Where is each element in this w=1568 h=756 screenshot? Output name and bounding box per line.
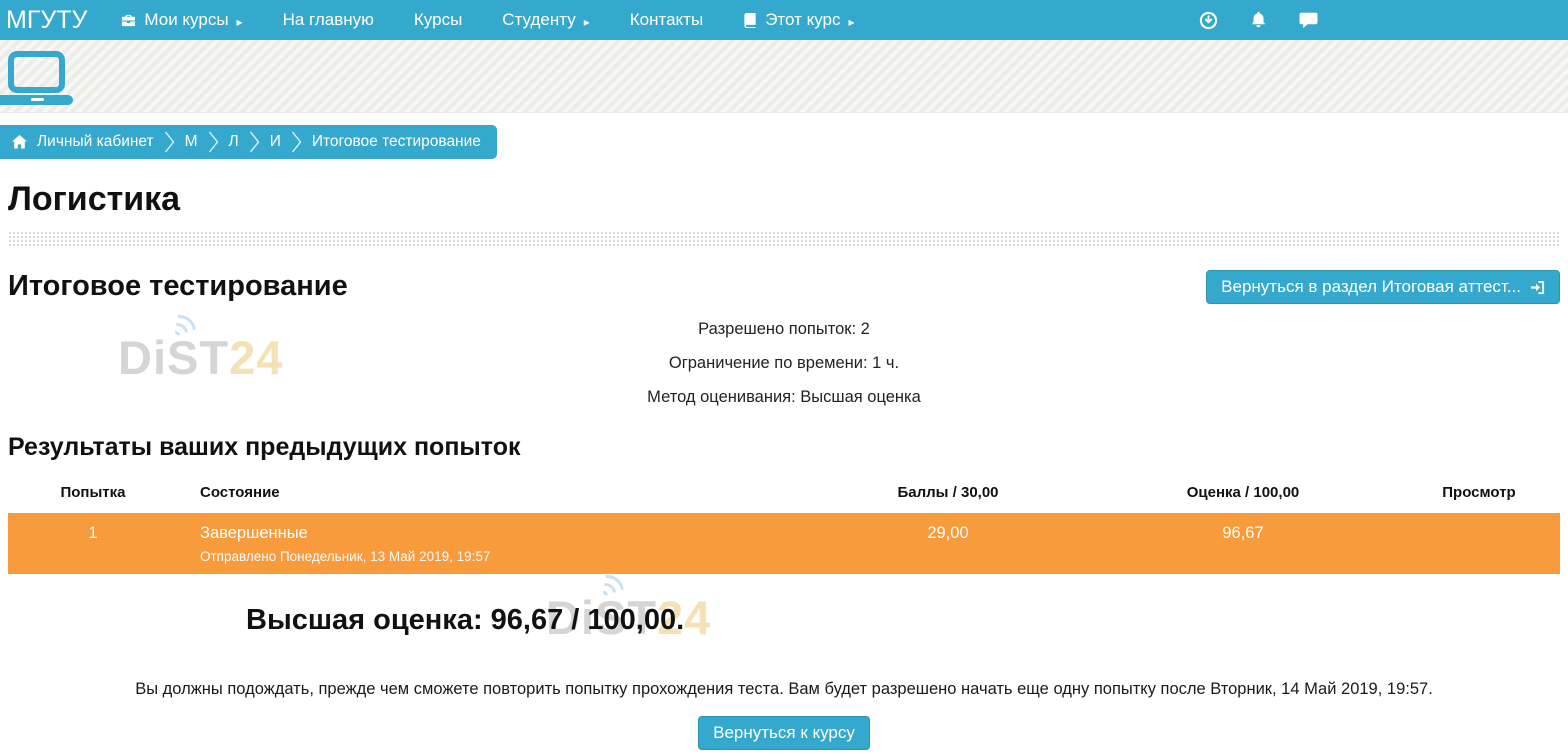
sign-out-icon xyxy=(1530,280,1545,295)
dotted-divider xyxy=(8,231,1560,246)
chevron-right-icon xyxy=(208,130,219,154)
attempt-row: 1 Завершенные Отправлено Понедельник, 13… xyxy=(8,513,1560,574)
nav-my-courses[interactable]: Мои курсы xyxy=(101,0,262,40)
breadcrumb-section[interactable]: И xyxy=(269,133,281,150)
breadcrumb-course[interactable]: Л xyxy=(228,133,239,150)
col-review: Просмотр xyxy=(1442,484,1516,501)
back-to-section-button[interactable]: Вернуться в раздел Итоговая аттест... xyxy=(1206,270,1560,304)
briefcase-icon xyxy=(121,13,136,28)
nav-this-course-label: Этот курс xyxy=(765,10,841,29)
top-navbar: МГУТУ Мои курсы На главную Курсы Студент… xyxy=(0,0,1568,40)
grading-method: Метод оценивания: Высшая оценка xyxy=(647,388,921,406)
col-attempt: Попытка xyxy=(60,484,126,501)
attempt-grade: 96,67 xyxy=(1222,524,1264,542)
nav-home-label: На главную xyxy=(282,10,374,29)
attempt-marks: 29,00 xyxy=(927,524,969,542)
attempts-table: Попытка Состояние Баллы / 30,00 Оценка /… xyxy=(8,476,1560,574)
home-icon xyxy=(12,135,27,149)
breadcrumb-category[interactable]: М xyxy=(184,133,198,150)
book-icon xyxy=(743,12,757,28)
nav-student[interactable]: Студенту xyxy=(482,0,609,40)
back-to-course-label: Вернуться к курсу xyxy=(713,723,855,742)
col-grade: Оценка / 100,00 xyxy=(1186,484,1300,501)
time-limit: Ограничение по времени: 1 ч. xyxy=(668,354,900,372)
site-logo[interactable]: МГУТУ xyxy=(6,6,88,34)
breadcrumb-current: Итоговое тестирование xyxy=(311,133,481,150)
highest-grade-text: Высшая оценка: 96,67 / 100,00. xyxy=(246,604,685,636)
attempts-table-header: Попытка Состояние Баллы / 30,00 Оценка /… xyxy=(8,476,1560,513)
chevron-right-icon xyxy=(249,130,260,154)
nav-contacts-label: Контакты xyxy=(629,10,704,29)
nav-student-label: Студенту xyxy=(502,10,576,29)
wait-message: Вы должны подождать, прежде чем сможете … xyxy=(135,680,1433,698)
attempt-number: 1 xyxy=(88,524,98,542)
course-title: Логистика xyxy=(8,180,181,218)
attempt-state: Завершенные Отправлено Понедельник, 13 М… xyxy=(178,513,808,574)
attempt-state-label: Завершенные xyxy=(200,524,308,542)
wifi-signal-icon xyxy=(584,568,631,615)
chevron-right-icon xyxy=(291,130,302,154)
col-state: Состояние xyxy=(200,484,280,501)
arrow-down-circle-icon[interactable] xyxy=(1199,11,1218,30)
nav-courses[interactable]: Курсы xyxy=(394,0,482,40)
caret-right-icon xyxy=(584,10,590,30)
attempts-allowed: Разрешено попыток: 2 xyxy=(698,320,870,338)
back-to-course-button[interactable]: Вернуться к курсу xyxy=(698,716,870,750)
nav-this-course[interactable]: Этот курс xyxy=(723,0,874,40)
nav-courses-label: Курсы xyxy=(413,10,463,29)
attempt-submitted-date: Отправлено Понедельник, 13 Май 2019, 19:… xyxy=(200,549,491,564)
results-heading: Результаты ваших предыдущих попыток xyxy=(8,433,521,461)
back-to-section-label: Вернуться в раздел Итоговая аттест... xyxy=(1221,277,1521,296)
chevron-right-icon xyxy=(164,130,175,154)
breadcrumb: Личный кабинет М Л И Итоговое тестирован… xyxy=(0,125,497,159)
nav-contacts[interactable]: Контакты xyxy=(610,0,723,40)
attempt-review xyxy=(1398,513,1560,574)
breadcrumb-dashboard[interactable]: Личный кабинет xyxy=(37,133,154,150)
highest-grade-line: DiST24 Высшая оценка: 96,67 / 100,00. xyxy=(8,568,1560,648)
quiz-info: DiST24 Разрешено попыток: 2 Ограничение … xyxy=(8,308,1560,407)
col-marks: Баллы / 30,00 xyxy=(897,484,999,501)
main-content: Логистика Итоговое тестирование Вернутьс… xyxy=(0,180,1568,750)
caret-right-icon xyxy=(849,10,855,30)
nav-my-courses-label: Мои курсы xyxy=(144,10,229,29)
navbar-right-icons xyxy=(1199,11,1318,30)
nav-home[interactable]: На главную xyxy=(263,0,394,40)
header-banner xyxy=(0,40,1568,113)
quiz-title: Итоговое тестирование xyxy=(8,270,348,302)
caret-right-icon xyxy=(237,10,243,30)
bell-icon[interactable] xyxy=(1250,11,1267,29)
chat-icon[interactable] xyxy=(1299,12,1318,29)
